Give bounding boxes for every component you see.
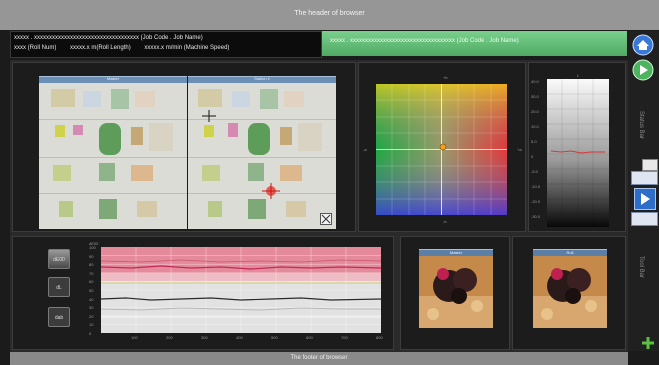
tool-bar-label: Tool Bar xyxy=(638,256,644,279)
trend-y-tick: 80 xyxy=(89,262,94,268)
trend-x-tick: 400 xyxy=(236,335,243,340)
forward-button[interactable] xyxy=(634,188,656,210)
master-thumb-panel: Master xyxy=(400,236,510,350)
trend-x-tick: 600 xyxy=(306,335,313,340)
lightness-tick: 10.0 xyxy=(531,124,539,129)
trend-y-tick: 100 xyxy=(89,245,96,250)
home-button[interactable] xyxy=(632,34,654,56)
master-view-title: Master xyxy=(106,76,120,81)
trend-x-tick: 100 xyxy=(131,335,138,340)
ab-color-plot[interactable] xyxy=(369,77,514,222)
trend-y-tick: 70 xyxy=(89,270,94,276)
trend-y-tick: 10 xyxy=(89,322,94,328)
trend-x-tick: 300 xyxy=(201,335,208,340)
browser-header: The header of browser xyxy=(0,0,659,30)
defect-target-icon[interactable] xyxy=(262,183,280,199)
layout-preview-icon[interactable] xyxy=(631,212,658,226)
lightness-tick: -30.0 xyxy=(531,214,541,219)
measured-color-point xyxy=(439,143,447,151)
trend-y-tick: 60 xyxy=(89,279,94,285)
play-icon xyxy=(632,59,654,81)
roll-thumbnail[interactable] xyxy=(533,256,607,328)
master-thumbnail[interactable] xyxy=(419,256,493,328)
lightness-scale[interactable] xyxy=(547,79,609,227)
trend-panel: dE00 dL dab dE00 100 90 80 70 60 50 40 30 20 10 0 … xyxy=(12,236,394,350)
lightness-panel: L 40.0 30.0 20.0 10.0 5.0 0 -5.0 -10.0 -20.0 -30.… xyxy=(528,62,626,232)
expand-icon[interactable] xyxy=(320,213,332,225)
lightness-tick: 30.0 xyxy=(531,94,539,99)
plus-a-label: +a xyxy=(517,147,522,152)
plus-b-label: +b xyxy=(443,75,448,80)
lightness-trace xyxy=(550,150,605,154)
play-button[interactable] xyxy=(632,59,654,81)
roll-thumb-panel: Roll xyxy=(512,236,626,350)
browser-footer: The footer of browser xyxy=(10,352,628,365)
dl-button[interactable]: dL xyxy=(48,277,70,297)
dab-button[interactable]: dab xyxy=(48,307,70,327)
home-icon xyxy=(632,34,654,56)
header-title: The header of browser xyxy=(294,10,365,17)
main-workspace: Master Station 2 xyxy=(10,60,628,352)
window-icon[interactable] xyxy=(642,159,658,171)
right-toolbar: Status Bar Tool Bar xyxy=(628,31,659,351)
image-viewer-panel: Master Station 2 xyxy=(12,62,356,232)
panel-preview-icon[interactable] xyxy=(631,171,658,185)
roll-thumb-header: Roll xyxy=(533,249,607,256)
trend-y-tick: 30 xyxy=(89,305,94,311)
roll-num: xxxx (Roll Num) xyxy=(14,45,57,51)
roll-length: xxxxx.x m(Roll Length) xyxy=(70,45,131,51)
master-view-header: Master xyxy=(39,76,187,83)
forward-icon xyxy=(641,193,650,205)
color-space-panel: +b -b -a +a xyxy=(358,62,526,232)
machine-speed: xxxxx.x m/min (Machine Speed) xyxy=(144,45,230,51)
master-image[interactable] xyxy=(39,83,187,229)
roll-info-row: xxxx (Roll Num) xxxxx.x m(Roll Length) x… xyxy=(14,45,241,51)
job-info-panel: xxxxx . xxxxxxxxxxxxxxxxxxxxxxxxxxxxxxxx… xyxy=(10,31,322,58)
de00-button[interactable]: dE00 xyxy=(48,249,70,269)
trend-y-tick: 50 xyxy=(89,288,94,293)
trend-y-tick: 90 xyxy=(89,253,94,259)
minus-b-label: -b xyxy=(443,219,447,224)
footer-title: The footer of browser xyxy=(290,355,348,361)
lightness-tick: 40.0 xyxy=(531,79,539,84)
trend-x-tick: 500 xyxy=(271,335,278,340)
job-selector-label: xxxxx . xxxxxxxxxxxxxxxxxxxxxxxxxxxxxxxx… xyxy=(330,38,519,44)
job-code-name: xxxxx . xxxxxxxxxxxxxxxxxxxxxxxxxxxxxxxx… xyxy=(14,35,203,41)
lightness-tick: 20.0 xyxy=(531,109,539,114)
station-image[interactable] xyxy=(188,83,336,229)
trend-x-tick: 200 xyxy=(166,335,173,340)
trend-y-tick: 0 xyxy=(89,331,92,336)
lightness-tick: 5.0 xyxy=(531,139,537,144)
add-icon[interactable] xyxy=(642,337,654,349)
trend-x-tick: 800 xyxy=(376,335,383,340)
trend-y-tick: 20 xyxy=(89,313,94,319)
lightness-tick: 0 xyxy=(531,154,534,159)
lightness-tick: -20.0 xyxy=(531,199,541,204)
inspection-marker-icon[interactable] xyxy=(200,109,218,123)
lightness-tick: -5.0 xyxy=(531,169,538,174)
trend-x-tick: 700 xyxy=(341,335,348,340)
status-bar-label: Status Bar xyxy=(638,111,644,140)
minus-a-label: -a xyxy=(363,147,367,152)
trend-y-label: dE00 xyxy=(89,241,99,246)
lightness-tick: -10.0 xyxy=(531,184,541,189)
trend-chart[interactable] xyxy=(101,247,381,333)
job-selector-bar[interactable]: xxxxx . xxxxxxxxxxxxxxxxxxxxxxxxxxxxxxxx… xyxy=(322,31,627,56)
station-view-title: Station 2 xyxy=(254,76,270,81)
trend-y-tick: 40 xyxy=(89,296,94,302)
lightness-title: L xyxy=(577,73,580,78)
station-view-header: Station 2 xyxy=(188,76,336,83)
master-thumb-header: Master xyxy=(419,249,493,256)
